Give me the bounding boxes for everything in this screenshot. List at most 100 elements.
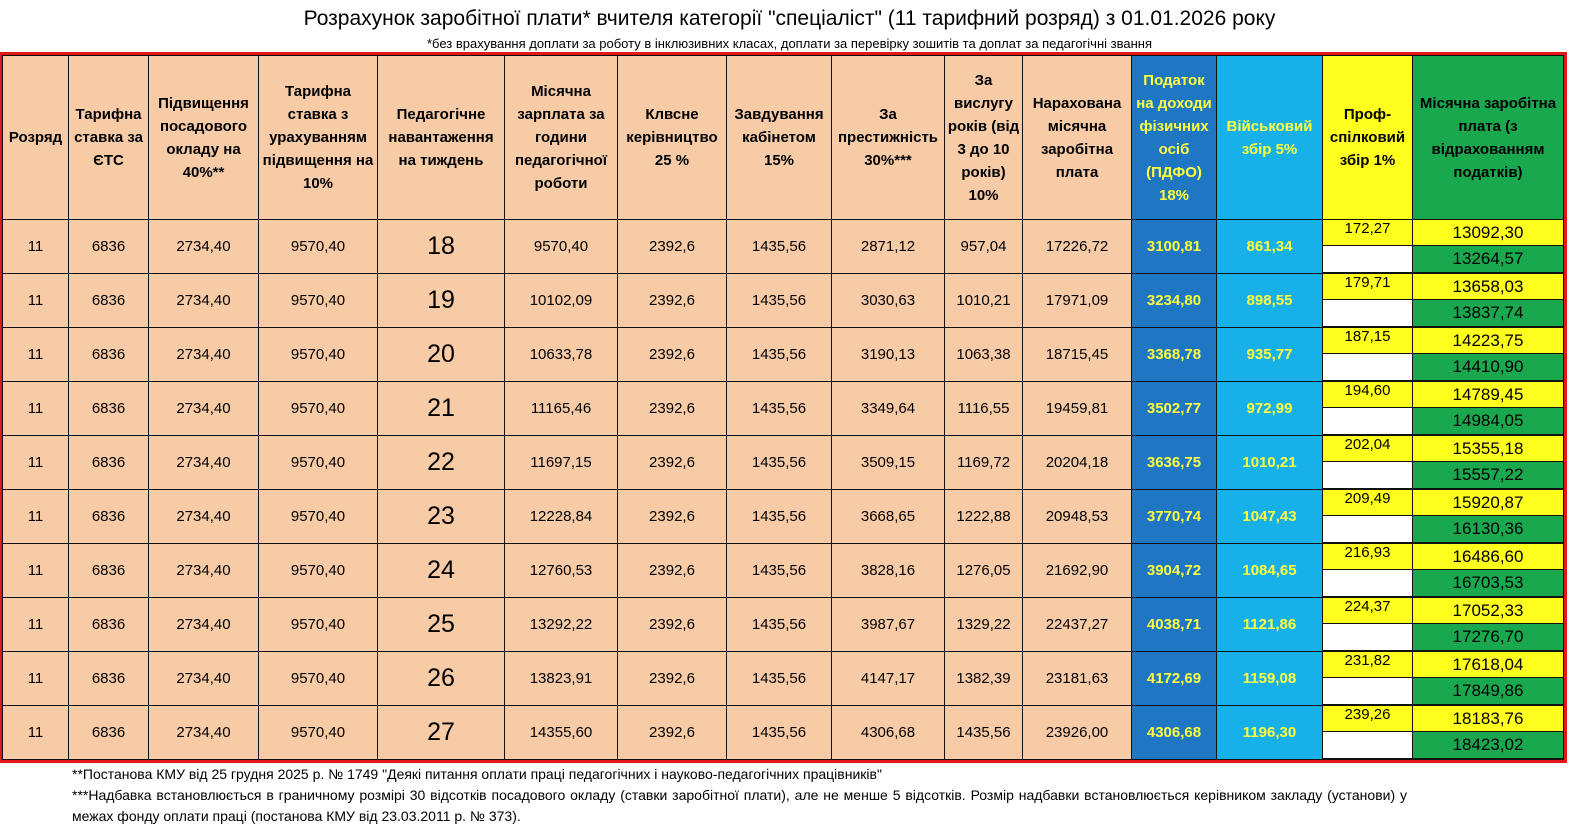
table-row: 11 6836 2734,40 9570,40 27 14355,60 2392,6 1435… (2, 704, 1564, 760)
cell-prestige: 3190,13 (831, 326, 945, 382)
table-row-sub: 14984,05 (3, 407, 1564, 436)
cell-load: 25 (377, 596, 505, 652)
header-seniority: За вислугу років (від 3 до 10 років) 10% (944, 55, 1023, 220)
table-row: 11 6836 2734,40 9570,40 19 10102,09 2392,6 1435… (2, 272, 1564, 328)
cell-rate: 6836 (68, 219, 149, 274)
cell-rate10: 9570,40 (258, 650, 378, 706)
cell-cabinet: 1435,56 (726, 704, 832, 760)
header-union: Проф-спілковий збір 1% (1322, 55, 1413, 220)
cell-rate: 6836 (68, 272, 149, 328)
table-row: 11 6836 2734,40 9570,40 18 9570,40 2392,6 1435,… (2, 219, 1564, 274)
cell-rank: 11 (2, 596, 69, 652)
cell-load: 27 (377, 704, 505, 760)
cell-net: 18423,02 (1412, 731, 1564, 760)
footnotes: **Постанова КМУ від 25 грудня 2025 р. № … (72, 764, 1407, 827)
cell-military: 1084,65 (1216, 542, 1323, 598)
cell-net: 16703,53 (1412, 569, 1564, 598)
cell-rate: 6836 (68, 434, 149, 490)
header-rank: Розряд (2, 55, 69, 220)
cell-raise40: 2734,40 (148, 434, 259, 490)
cell-union: 216,93 (1322, 542, 1413, 570)
cell-rank: 11 (2, 219, 69, 274)
header-prestige: За престижність 30%*** (831, 55, 945, 220)
table-row-sub: 16703,53 (3, 569, 1564, 598)
cell-prestige: 3509,15 (831, 434, 945, 490)
cell-cabinet: 1435,56 (726, 542, 832, 598)
cell-class: 2392,6 (617, 326, 727, 382)
cell-rate: 6836 (68, 596, 149, 652)
cell-raise40: 2734,40 (148, 380, 259, 436)
cell-union-empty (1322, 623, 1413, 652)
cell-monthly: 12760,53 (504, 542, 618, 598)
cell-net-with-union: 17052,33 (1412, 596, 1564, 624)
salary-table: Розряд Тарифна ставка за ЄТС Підвищення … (0, 52, 1567, 763)
cell-raise40: 2734,40 (148, 326, 259, 382)
cell-union: 209,49 (1322, 488, 1413, 516)
cell-pdfo: 4306,68 (1131, 704, 1217, 760)
cell-military: 1010,21 (1216, 434, 1323, 490)
table-row: 11 6836 2734,40 9570,40 22 11697,15 2392,6 1435… (2, 434, 1564, 490)
table-row-sub: 15557,22 (3, 461, 1564, 490)
cell-accrued: 20204,18 (1022, 434, 1132, 490)
cell-union-empty (1322, 569, 1413, 598)
cell-load: 23 (377, 488, 505, 544)
table-row: 11 6836 2734,40 9570,40 20 10633,78 2392,6 1435… (2, 326, 1564, 382)
cell-monthly: 9570,40 (504, 219, 618, 274)
cell-military: 1159,08 (1216, 650, 1323, 706)
cell-raise40: 2734,40 (148, 650, 259, 706)
cell-union-empty (1322, 461, 1413, 490)
cell-accrued: 17226,72 (1022, 219, 1132, 274)
cell-cabinet: 1435,56 (726, 488, 832, 544)
cell-seniority: 1169,72 (944, 434, 1023, 490)
page-subtitle: *без врахування доплати за роботу в інкл… (427, 36, 1152, 51)
cell-class: 2392,6 (617, 596, 727, 652)
cell-net: 13837,74 (1412, 299, 1564, 328)
cell-union-empty (1322, 731, 1413, 760)
cell-rate10: 9570,40 (258, 596, 378, 652)
cell-cabinet: 1435,56 (726, 219, 832, 274)
cell-military: 972,99 (1216, 380, 1323, 436)
cell-rank: 11 (2, 488, 69, 544)
cell-net: 17849,86 (1412, 677, 1564, 706)
table-row-sub: 18423,02 (3, 731, 1564, 760)
cell-rate10: 9570,40 (258, 434, 378, 490)
cell-rate: 6836 (68, 650, 149, 706)
cell-pdfo: 3904,72 (1131, 542, 1217, 598)
cell-net-with-union: 15920,87 (1412, 488, 1564, 516)
cell-rate: 6836 (68, 488, 149, 544)
cell-union: 202,04 (1322, 434, 1413, 462)
cell-rate10: 9570,40 (258, 219, 378, 274)
cell-union-empty (1322, 677, 1413, 706)
cell-monthly: 14355,60 (504, 704, 618, 760)
cell-union-empty (1322, 245, 1413, 274)
cell-pdfo: 4038,71 (1131, 596, 1217, 652)
cell-union: 187,15 (1322, 326, 1413, 354)
cell-monthly: 10633,78 (504, 326, 618, 382)
cell-pdfo: 3100,81 (1131, 219, 1217, 274)
cell-accrued: 19459,81 (1022, 380, 1132, 436)
cell-net-with-union: 16486,60 (1412, 542, 1564, 570)
cell-load: 18 (377, 219, 505, 274)
cell-military: 898,55 (1216, 272, 1323, 328)
header-raise40: Підвищення посадового окладу на 40%** (148, 55, 259, 220)
cell-accrued: 22437,27 (1022, 596, 1132, 652)
cell-net-with-union: 15355,18 (1412, 434, 1564, 462)
cell-net-with-union: 14789,45 (1412, 380, 1564, 408)
page-title: Розрахунок заробітної плати* вчителя кат… (303, 7, 1276, 30)
cell-rank: 11 (2, 542, 69, 598)
cell-rate10: 9570,40 (258, 704, 378, 760)
table-row-sub: 17276,70 (3, 623, 1564, 652)
cell-seniority: 1382,39 (944, 650, 1023, 706)
cell-rate: 6836 (68, 380, 149, 436)
cell-rank: 11 (2, 272, 69, 328)
cell-net-with-union: 18183,76 (1412, 704, 1564, 732)
table-row: 11 6836 2734,40 9570,40 21 11165,46 2392,6 1435… (2, 380, 1564, 436)
cell-net: 16130,36 (1412, 515, 1564, 544)
cell-seniority: 1222,88 (944, 488, 1023, 544)
cell-cabinet: 1435,56 (726, 434, 832, 490)
footnote-3: ***Надбавка встановлюється в граничному … (72, 787, 1407, 824)
cell-raise40: 2734,40 (148, 219, 259, 274)
table-row: 11 6836 2734,40 9570,40 26 13823,91 2392,6 1435… (2, 650, 1564, 706)
cell-accrued: 21692,90 (1022, 542, 1132, 598)
cell-seniority: 957,04 (944, 219, 1023, 274)
